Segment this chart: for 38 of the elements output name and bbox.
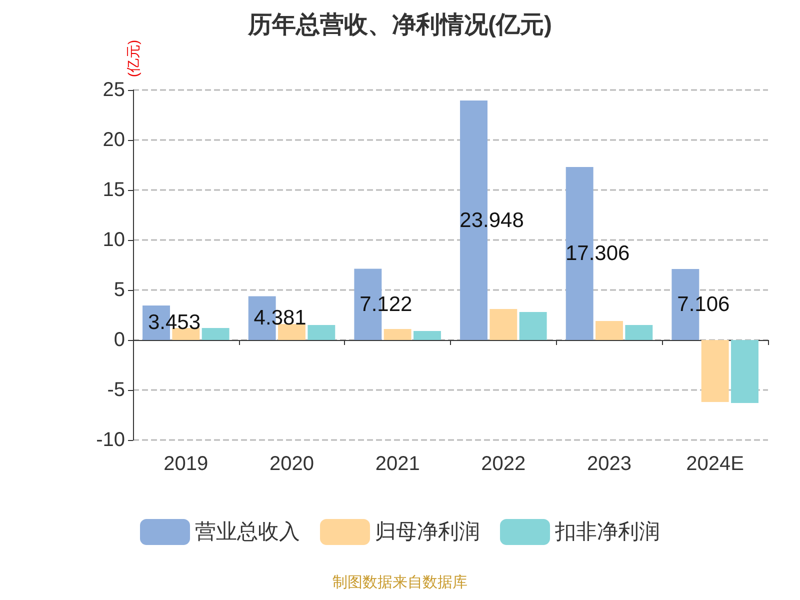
bar <box>308 325 336 340</box>
text: 制图数据来自数据库 <box>332 574 468 591</box>
chart-title: 历年总营收、净利情况(亿元) <box>247 12 552 38</box>
bar <box>519 312 547 340</box>
bar <box>490 309 518 340</box>
data-label: 4.381 <box>254 306 306 330</box>
bar <box>278 324 306 340</box>
y-tick-label: 0 <box>114 329 125 351</box>
data-label: 3.453 <box>148 311 201 334</box>
y-axis-title: (亿元) <box>125 40 141 78</box>
y-tick-label: -10 <box>96 429 125 451</box>
bar <box>701 340 729 402</box>
y-tick-label: 15 <box>102 179 125 201</box>
legend-label: 归母净利润 <box>375 520 480 544</box>
y-tick-label: 25 <box>102 79 125 101</box>
x-tick-label: 2022 <box>481 453 526 475</box>
y-tick-label: 10 <box>102 229 125 251</box>
bar <box>625 325 653 340</box>
data-label: 7.106 <box>677 292 730 316</box>
x-tick-label: 2019 <box>164 453 208 475</box>
bar <box>384 329 412 340</box>
legend-label: 扣非净利润 <box>554 520 660 544</box>
bar <box>202 328 230 340</box>
x-tick-label: 2020 <box>270 453 314 475</box>
bar <box>731 340 758 403</box>
data-label: 23.948 <box>460 208 524 232</box>
x-tick-label: 2021 <box>375 453 420 475</box>
data-label: 7.122 <box>360 292 412 316</box>
bar <box>596 321 623 340</box>
y-tick-label: 20 <box>102 129 125 151</box>
bar <box>172 328 200 340</box>
y-tick-label: -5 <box>107 379 125 401</box>
data-label: 17.306 <box>565 242 630 265</box>
y-tick-label: 5 <box>114 279 125 301</box>
bar <box>414 331 441 340</box>
x-tick-label: 2024E <box>686 453 744 475</box>
x-tick-label: 2023 <box>587 453 632 475</box>
legend-label: 营业总收入 <box>195 520 300 544</box>
